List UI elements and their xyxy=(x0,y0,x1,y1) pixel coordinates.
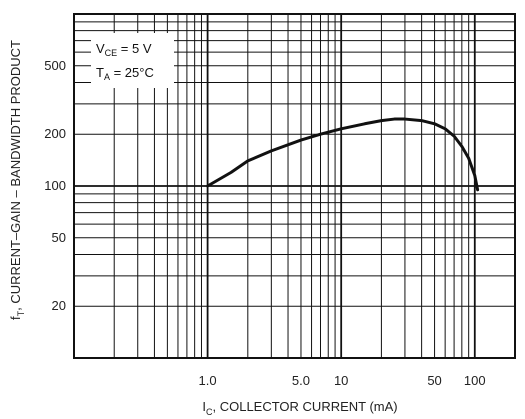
x-tick-label: 50 xyxy=(427,373,441,388)
legend-vce: VCE = 5 V xyxy=(96,41,152,58)
legend-box xyxy=(91,33,174,88)
plot-border xyxy=(73,13,516,359)
legend: VCE = 5 V TA = 25°C xyxy=(91,33,174,88)
y-tick-labels: 500 200 100 50 20 xyxy=(44,58,66,313)
x-tick-label: 1.0 xyxy=(199,373,217,388)
x-tick-label: 10 xyxy=(334,373,348,388)
curve-layer xyxy=(206,117,480,192)
x-tick-label: 100 xyxy=(464,373,486,388)
plot-frame xyxy=(73,13,516,359)
series-curve xyxy=(206,117,480,192)
legend-ta: TA = 25°C xyxy=(96,65,154,82)
y-tick-label: 50 xyxy=(52,230,66,245)
y-tick-label: 20 xyxy=(52,298,66,313)
y-tick-label: 200 xyxy=(44,126,66,141)
y-tick-label: 100 xyxy=(44,178,66,193)
x-tick-label: 5.0 xyxy=(292,373,310,388)
y-axis-title: fT, CURRENT–GAIN – BANDWIDTH PRODUCT xyxy=(8,40,26,320)
x-axis-title: IC, COLLECTOR CURRENT (mA) xyxy=(202,399,397,417)
y-tick-label: 500 xyxy=(44,58,66,73)
x-tick-labels: 1.0 5.0 10 50 100 xyxy=(199,373,486,388)
